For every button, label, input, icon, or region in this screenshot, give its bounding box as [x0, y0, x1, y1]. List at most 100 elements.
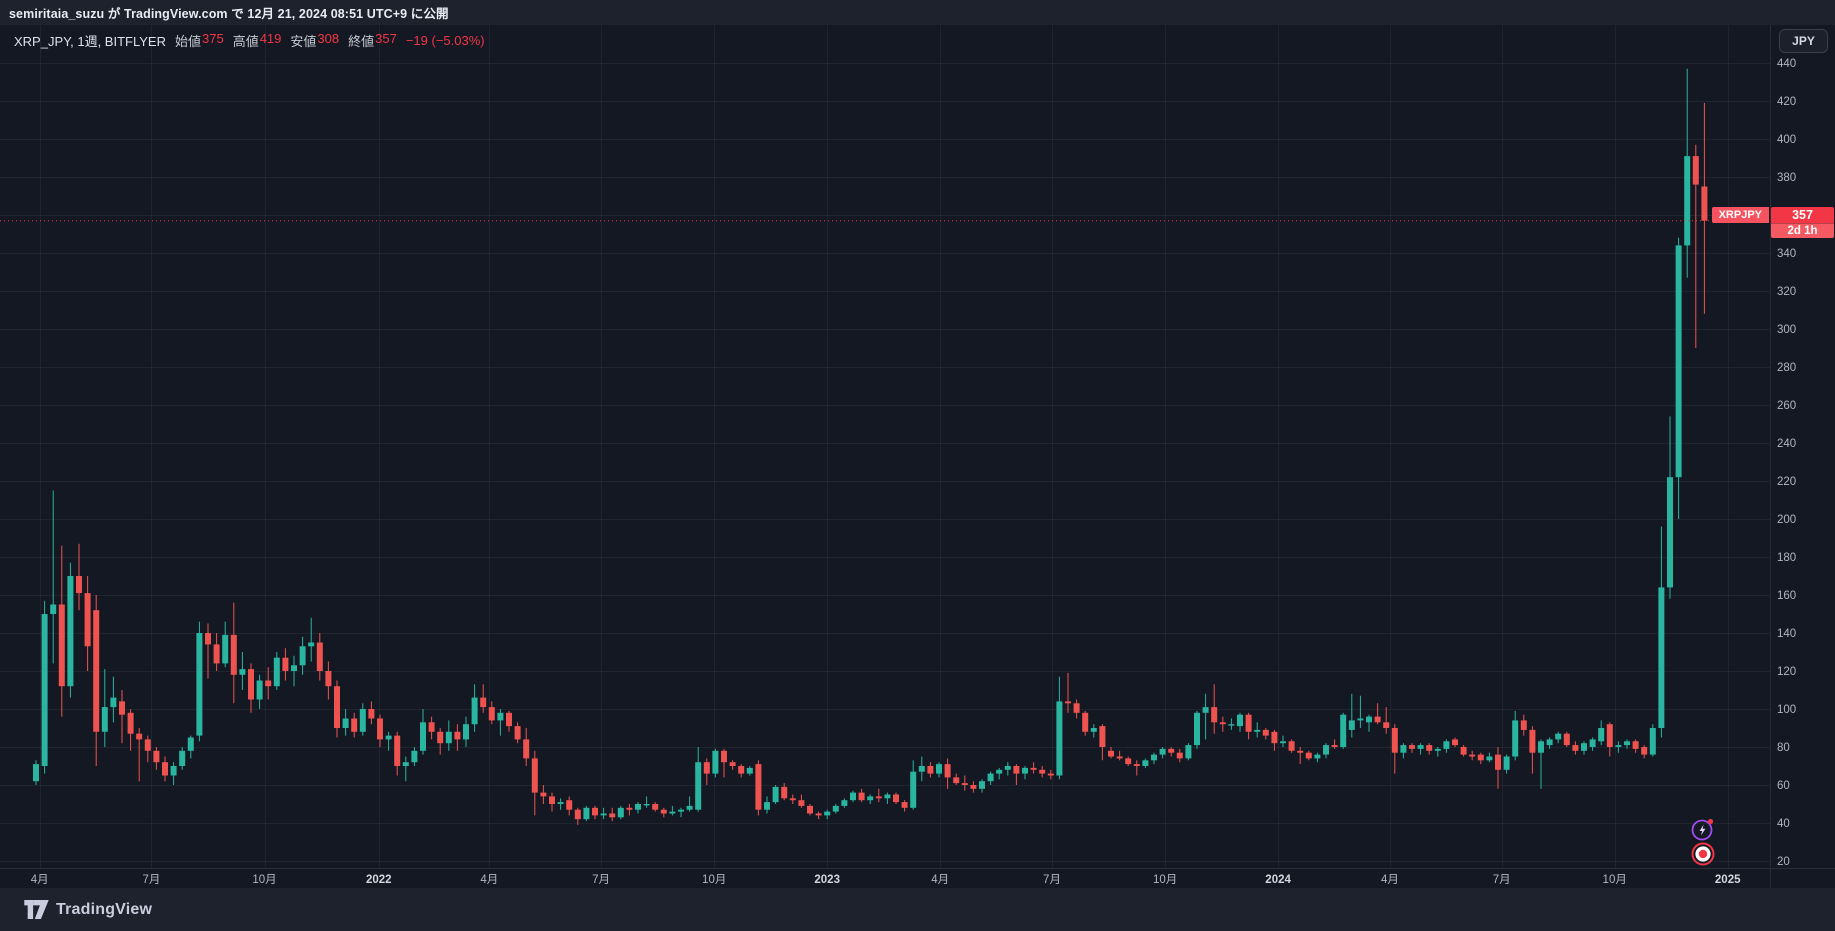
- candle: [746, 766, 753, 776]
- candle: [1641, 745, 1648, 759]
- candle: [1151, 752, 1157, 765]
- candle: [936, 762, 942, 778]
- candle: [1176, 748, 1183, 763]
- candle: [136, 728, 143, 782]
- price-tick: 260: [1777, 400, 1796, 412]
- candle: [41, 600, 48, 774]
- price-tick: 340: [1777, 248, 1796, 260]
- boost-button[interactable]: [1691, 817, 1715, 841]
- footer-bar: TradingView: [0, 888, 1835, 931]
- candle: [901, 800, 908, 812]
- candle: [1142, 758, 1149, 768]
- candle: [239, 652, 246, 690]
- candle: [420, 709, 426, 755]
- time-tick: 7月: [592, 874, 610, 886]
- price-tick: 180: [1777, 552, 1796, 564]
- candle: [1039, 766, 1046, 778]
- candle: [394, 731, 401, 776]
- time-tick: 2024: [1265, 874, 1291, 886]
- candle: [1168, 747, 1175, 757]
- candle: [1434, 747, 1441, 757]
- candle: [523, 728, 530, 766]
- price-axis-labels[interactable]: 20 40 60 80 100 120 140 160 180 200 220 240 260 280 30…: [1777, 58, 1796, 868]
- candle: [359, 703, 366, 736]
- candle: [1073, 699, 1080, 719]
- ohlc-open: 始値 375: [174, 31, 224, 49]
- candle: [1245, 712, 1252, 740]
- time-axis-divider: [0, 868, 1835, 869]
- tradingview-brand-link[interactable]: TradingView: [24, 900, 152, 919]
- price-tick: 380: [1777, 172, 1796, 184]
- candle: [643, 796, 650, 808]
- candle: [1108, 747, 1114, 759]
- candle: [1572, 741, 1579, 755]
- candle: [884, 792, 891, 804]
- candle: [1520, 714, 1527, 736]
- tradingview-brand-text: TradingView: [56, 900, 153, 918]
- candle: [1022, 766, 1028, 780]
- candle: [961, 775, 968, 791]
- candle: [1099, 724, 1106, 761]
- candle: [1675, 237, 1682, 519]
- candle: [841, 798, 848, 808]
- candle: [308, 617, 315, 662]
- candle: [850, 790, 856, 803]
- price-tick: 20: [1777, 856, 1790, 868]
- candle: [514, 722, 521, 744]
- candle: [1615, 741, 1622, 753]
- candle: [1030, 762, 1037, 774]
- candle: [385, 731, 392, 751]
- candle: [583, 805, 590, 822]
- candle: [1400, 743, 1407, 759]
- candle: [93, 595, 100, 766]
- candles-layer: [33, 68, 1708, 825]
- candle: [703, 758, 710, 785]
- price-tick: 220: [1777, 476, 1796, 488]
- candle: [652, 802, 659, 812]
- candle: [1237, 712, 1243, 732]
- candle: [445, 720, 452, 751]
- time-tick: 10月: [252, 874, 276, 886]
- tradingview-logo-icon: [24, 900, 49, 919]
- candle: [428, 716, 435, 740]
- candle: [1116, 750, 1123, 761]
- candle: [33, 760, 39, 785]
- candle: [1254, 722, 1261, 738]
- candle: [1658, 526, 1665, 738]
- candle: [979, 779, 985, 793]
- candle: [1047, 769, 1054, 780]
- symbol-title[interactable]: XRP_JPY, 1週, BITFLYER: [14, 34, 166, 49]
- candle: [669, 805, 676, 816]
- candle: [119, 690, 125, 744]
- candle: [76, 543, 82, 611]
- candle: [471, 684, 478, 732]
- candle: [910, 760, 917, 810]
- currency-toggle-button[interactable]: JPY: [1779, 29, 1828, 53]
- candle: [497, 709, 504, 736]
- time-axis-labels[interactable]: 4月 7月 10月 2022 4月 7月 10月 2023 4月 7月 10月 2024 4月 7月 10月…: [31, 874, 1741, 886]
- record-button[interactable]: [1691, 842, 1715, 866]
- candle: [153, 747, 160, 770]
- candle: [230, 602, 237, 704]
- chart-legend[interactable]: XRP_JPY, 1週, BITFLYER 始値 375 高値 419 安値 308 …: [14, 31, 485, 50]
- candle: [1211, 684, 1218, 734]
- last-price-axis-label: 357 2d 1h: [1771, 207, 1834, 238]
- candle: [738, 764, 745, 778]
- candle: [531, 750, 538, 816]
- candle: [1305, 750, 1312, 761]
- candle: [609, 807, 616, 822]
- candle: [1701, 102, 1708, 314]
- time-tick: 2023: [814, 874, 840, 886]
- candle: [540, 785, 547, 804]
- price-tick: 140: [1777, 628, 1796, 640]
- candle: [566, 796, 573, 816]
- candle: [1348, 693, 1355, 738]
- candle: [953, 773, 960, 785]
- candle: [256, 674, 263, 709]
- price-tick: 40: [1777, 818, 1790, 830]
- candle: [1426, 743, 1433, 755]
- candle: [1606, 722, 1613, 757]
- candle: [1133, 760, 1140, 776]
- candle: [463, 716, 469, 747]
